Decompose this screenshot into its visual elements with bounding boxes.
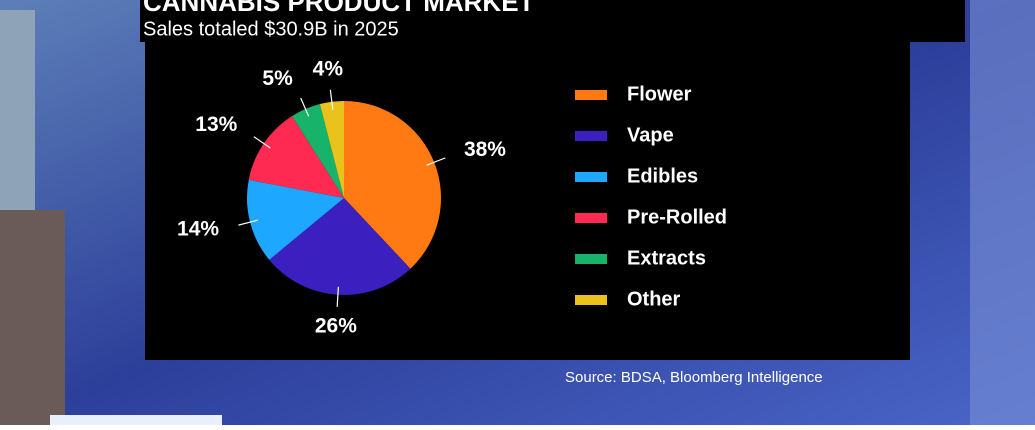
leader-line [426,157,446,166]
leader-line [253,136,271,149]
legend-label: Extracts [627,247,706,269]
legend-label: Pre-Rolled [627,206,727,228]
pie-slice [269,198,411,295]
leader-line [300,97,310,117]
chart-subtitle: Sales totaled $30.9B in 2025 [143,18,399,40]
data-label: 13% [195,113,237,136]
legend-swatch [575,131,607,141]
building [970,0,1035,425]
source: Source: BDSA, Bloomberg Intelligence [565,369,823,386]
data-label: 5% [262,67,293,90]
data-label: 38% [464,138,506,161]
ticker [50,415,222,425]
legend-label: Other [627,288,681,310]
legend-label: Edibles [627,165,698,187]
pie-slice [292,104,344,198]
pie-slice [344,101,441,269]
legend-label: Flower [627,83,692,105]
pie-slice [248,116,344,198]
legend-swatch [575,295,607,305]
leader-line [329,89,334,110]
data-label: 26% [315,314,357,337]
legend-swatch [575,172,607,182]
leader-line [336,286,340,307]
data-label: 14% [177,218,219,241]
legend-swatch [575,90,607,100]
pie-slice [319,101,344,198]
data-label: 4% [313,58,344,81]
pie: 38% 26% 14% 13% 5% 4% Flower Vape Edibles Pre-Rol… [177,58,727,338]
leader-line [238,219,258,226]
legend-swatch [575,213,607,223]
legend-label: Vape [627,124,674,146]
building [0,210,65,425]
chart-title: CANNABIS PRODUCT MARKET [143,0,535,17]
legend-swatch [575,254,607,264]
title-bar [140,0,965,42]
pie-slice [246,179,344,260]
